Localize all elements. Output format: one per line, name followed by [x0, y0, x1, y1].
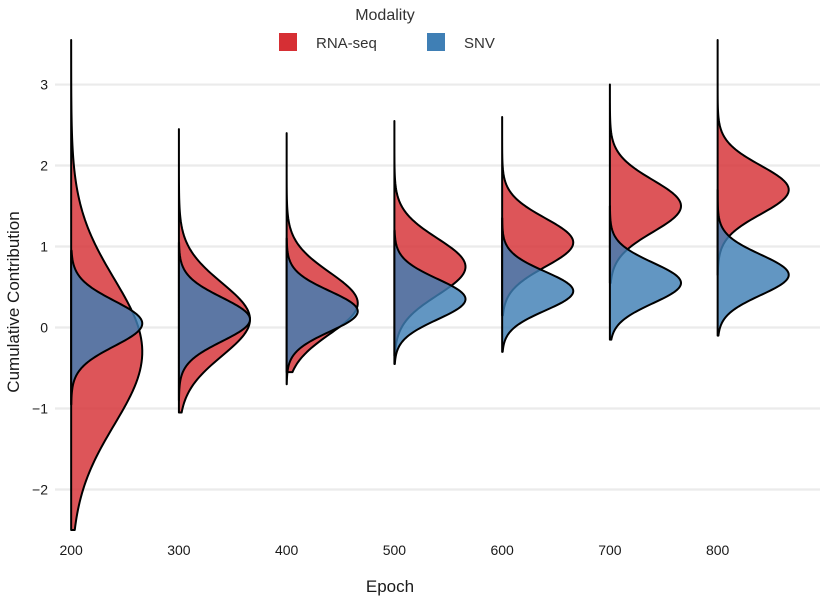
y-axis-title: Cumulative Contribution: [4, 211, 23, 392]
density-snv-700: [608, 205, 683, 341]
legend-swatch-snv: [427, 33, 445, 51]
x-tick-label: 800: [706, 542, 730, 558]
y-tick-label: 3: [40, 77, 48, 93]
y-tick-label: −2: [32, 482, 48, 498]
x-tick-label: 200: [59, 542, 83, 558]
density-snv-800: [716, 188, 790, 337]
epoch-group-200: [70, 39, 144, 531]
x-tick-label: 600: [490, 542, 514, 558]
y-tick-label: −1: [32, 401, 48, 417]
legend-label-snv: SNV: [464, 35, 495, 52]
epoch-group-600: [501, 115, 575, 353]
density-plot: [70, 39, 790, 531]
legend-label-rna-seq: RNA-seq: [316, 35, 377, 52]
epoch-group-400: [285, 132, 359, 386]
epoch-group-700: [608, 83, 683, 341]
density-snv-300: [177, 241, 251, 402]
axes: 200 300 400 500 600 700 800 −2 −1 0 1 2 3: [32, 77, 730, 558]
legend-swatch-rna-seq: [279, 33, 297, 51]
legend: Modality RNA-seq SNV: [279, 7, 495, 52]
y-tick-label: 1: [40, 239, 48, 255]
density-rna-seq-300: [177, 128, 251, 414]
epoch-group-300: [177, 128, 251, 414]
density-snv-200: [70, 249, 144, 406]
y-tick-label: 0: [40, 320, 48, 336]
x-tick-label: 300: [167, 542, 191, 558]
density-snv-600: [501, 217, 575, 353]
epoch-group-500: [393, 119, 467, 365]
density-rna-seq-200: [70, 39, 144, 531]
epoch-group-800: [716, 39, 790, 337]
x-tick-label: 700: [598, 542, 622, 558]
x-axis-title: Epoch: [366, 577, 414, 596]
x-tick-label: 400: [275, 542, 299, 558]
legend-title: Modality: [355, 7, 415, 24]
x-tick-label: 500: [383, 542, 407, 558]
density-snv-400: [285, 237, 359, 386]
density-snv-500: [393, 229, 467, 365]
y-tick-label: 2: [40, 158, 48, 174]
